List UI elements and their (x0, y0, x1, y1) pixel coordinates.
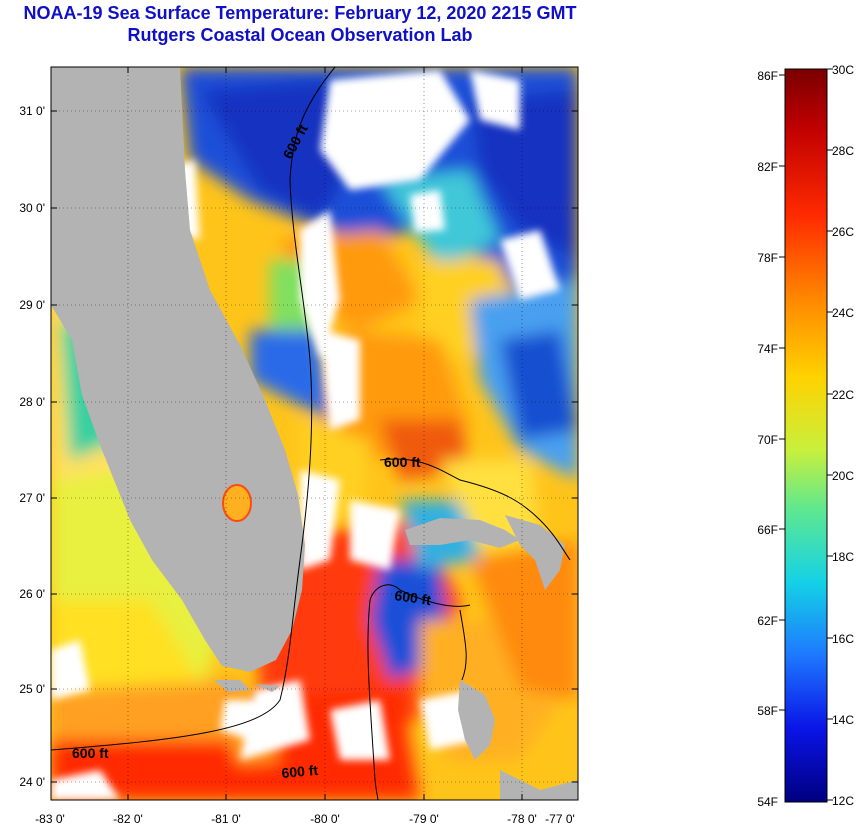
colorbar-c-label: 22C (832, 388, 854, 402)
lat-tick-label: 30 0' (19, 201, 45, 215)
lon-tick-label: -78 0' (507, 812, 537, 826)
colorbar-c-label: 30C (832, 63, 854, 77)
sst-imagery: 600 ft 600 ft 600 ft 600 ft 600 ft (51, 67, 578, 800)
contour-label: 600 ft (394, 587, 433, 608)
colorbar (779, 68, 833, 803)
colorbar-c-label: 20C (832, 469, 854, 483)
contour-label: 600 ft (281, 762, 319, 781)
colorbar-c-label: 16C (832, 632, 854, 646)
colorbar-f-label: 62F (757, 614, 778, 628)
map-ticks (51, 67, 578, 800)
colorbar-f-label: 74F (757, 342, 778, 356)
colorbar-f-label: 66F (757, 523, 778, 537)
lon-tick-label: -82 0' (113, 812, 143, 826)
lon-tick-label: -79 0' (409, 812, 439, 826)
map-title: NOAA-19 Sea Surface Temperature: Februar… (23, 3, 577, 23)
land-abaco (505, 515, 565, 590)
colorbar-c-label: 28C (832, 144, 854, 158)
map-subtitle: Rutgers Coastal Ocean Observation Lab (127, 25, 473, 45)
colorbar-c-label: 14C (832, 713, 854, 727)
lat-tick-label: 31 0' (19, 104, 45, 118)
depth-contours (51, 67, 571, 800)
colorbar-f-label: 82F (757, 160, 778, 174)
lat-tick-label: 26 0' (19, 587, 45, 601)
land-grand-bahama (405, 518, 520, 548)
contour-label: 600 ft (72, 745, 109, 761)
colorbar-c-label: 24C (832, 306, 854, 320)
contour-label: 600 ft (384, 454, 421, 470)
colorbar-c-label: 12C (832, 794, 854, 808)
colorbar-f-label: 58F (757, 704, 778, 718)
colorbar-f-label: 54F (757, 795, 778, 809)
colorbar-c-label: 18C (832, 550, 854, 564)
lake-okeechobee (222, 484, 252, 522)
colorbar-f-label: 78F (757, 251, 778, 265)
colorbar-c-label: 26C (832, 225, 854, 239)
lat-tick-label: 25 0' (19, 682, 45, 696)
colorbar-f-label: 86F (757, 69, 778, 83)
land-andros (458, 680, 495, 760)
lon-tick-label: -77 0' (545, 812, 575, 826)
lat-tick-label: 27 0' (19, 491, 45, 505)
colorbar-f-label: 70F (757, 433, 778, 447)
lon-tick-label: -83 0' (35, 812, 65, 826)
lat-tick-label: 29 0' (19, 298, 45, 312)
land-florida-keys (214, 680, 280, 692)
lat-tick-label: 24 0' (19, 775, 45, 789)
map-frame (50, 66, 579, 801)
lon-tick-label: -81 0' (211, 812, 241, 826)
land-cuba-edge (500, 770, 578, 800)
lat-tick-label: 28 0' (19, 395, 45, 409)
lon-tick-label: -80 0' (310, 812, 340, 826)
